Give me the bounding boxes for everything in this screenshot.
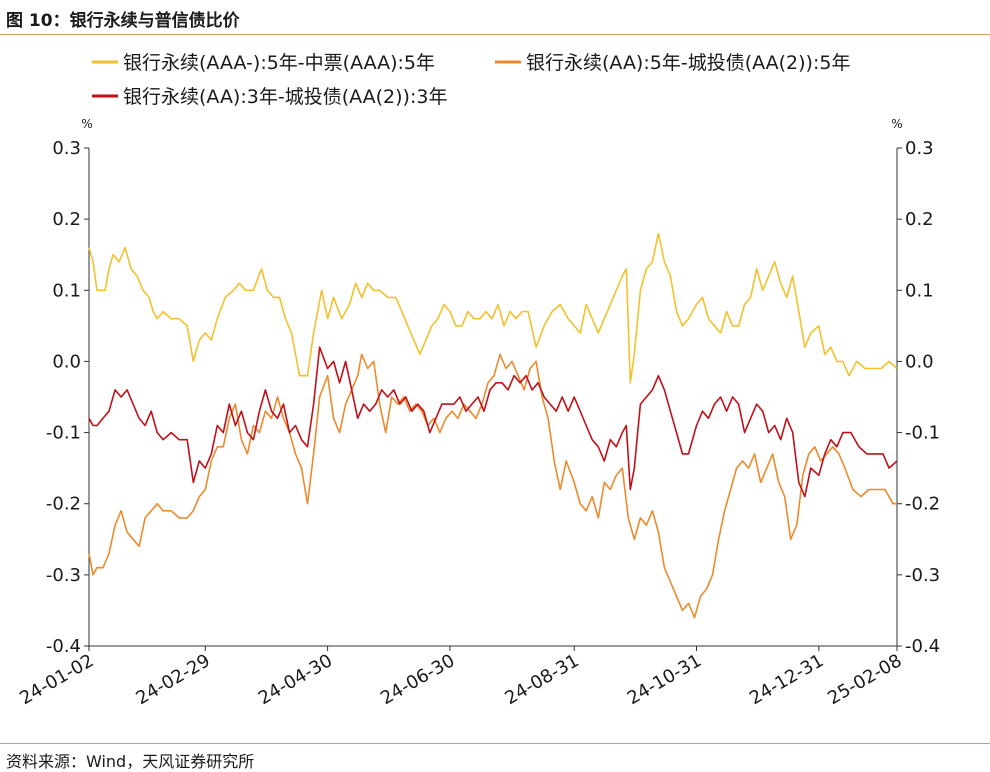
y-tick-label-left: 0.2	[52, 209, 81, 230]
top-divider	[0, 34, 990, 35]
y-tick-label-left: -0.2	[46, 494, 81, 515]
y-tick-label-right: 0.1	[905, 280, 934, 301]
y-tick-label-right: -0.2	[905, 494, 940, 515]
y-tick-label-right: 0.2	[905, 209, 934, 230]
x-tick-label: 24-10-31	[624, 650, 705, 709]
x-tick-label: 24-12-31	[746, 650, 827, 709]
y-tick-label-right: 0.3	[905, 138, 934, 159]
y-tick-label-left: -0.1	[46, 423, 81, 444]
bottom-divider	[0, 743, 990, 744]
series-line-2	[88, 353, 897, 619]
series-line-3	[88, 346, 898, 498]
y-tick-label-left: 0.3	[52, 138, 81, 159]
legend-label-2: 银行永续(AA):5年-城投债(AA(2)):5年	[526, 52, 850, 74]
y-tick-label-left: 0.0	[52, 351, 81, 372]
x-tick-label: 24-01-02	[16, 650, 97, 709]
x-tick-label: 25-02-08	[824, 650, 905, 709]
y-unit-left: %	[81, 117, 92, 131]
x-tick-label: 24-08-31	[501, 650, 582, 709]
line-chart: 银行永续(AAA-):5年-中票(AAA):5年 银行永续(AA):5年-城投债(…	[16, 52, 940, 709]
legend-label-1: 银行永续(AAA-):5年-中票(AAA):5年	[123, 52, 435, 74]
y-tick-label-left: 0.1	[52, 280, 81, 301]
y-tick-label-left: -0.4	[46, 636, 81, 657]
series-group	[88, 232, 898, 619]
legend: 银行永续(AAA-):5年-中票(AAA):5年 银行永续(AA):5年-城投债(…	[92, 52, 850, 108]
y-tick-label-right: 0.0	[905, 351, 934, 372]
y-unit-right: %	[891, 117, 902, 131]
y-tick-label-right: -0.4	[905, 636, 940, 657]
x-tick-label: 24-06-30	[377, 650, 458, 709]
x-tick-label: 24-02-29	[133, 650, 214, 709]
y-tick-label-right: -0.1	[905, 423, 940, 444]
y-tick-label-left: -0.3	[46, 565, 81, 586]
source-note: 资料来源：Wind，天风证券研究所	[6, 752, 255, 771]
y-tick-label-right: -0.3	[905, 565, 940, 586]
series-line-1	[88, 232, 898, 384]
legend-label-3: 银行永续(AA):3年-城投债(AA(2)):3年	[123, 86, 447, 108]
chart-title: 图 10：银行永续与普信债比价	[6, 11, 240, 31]
x-tick-label: 24-04-30	[255, 650, 336, 709]
